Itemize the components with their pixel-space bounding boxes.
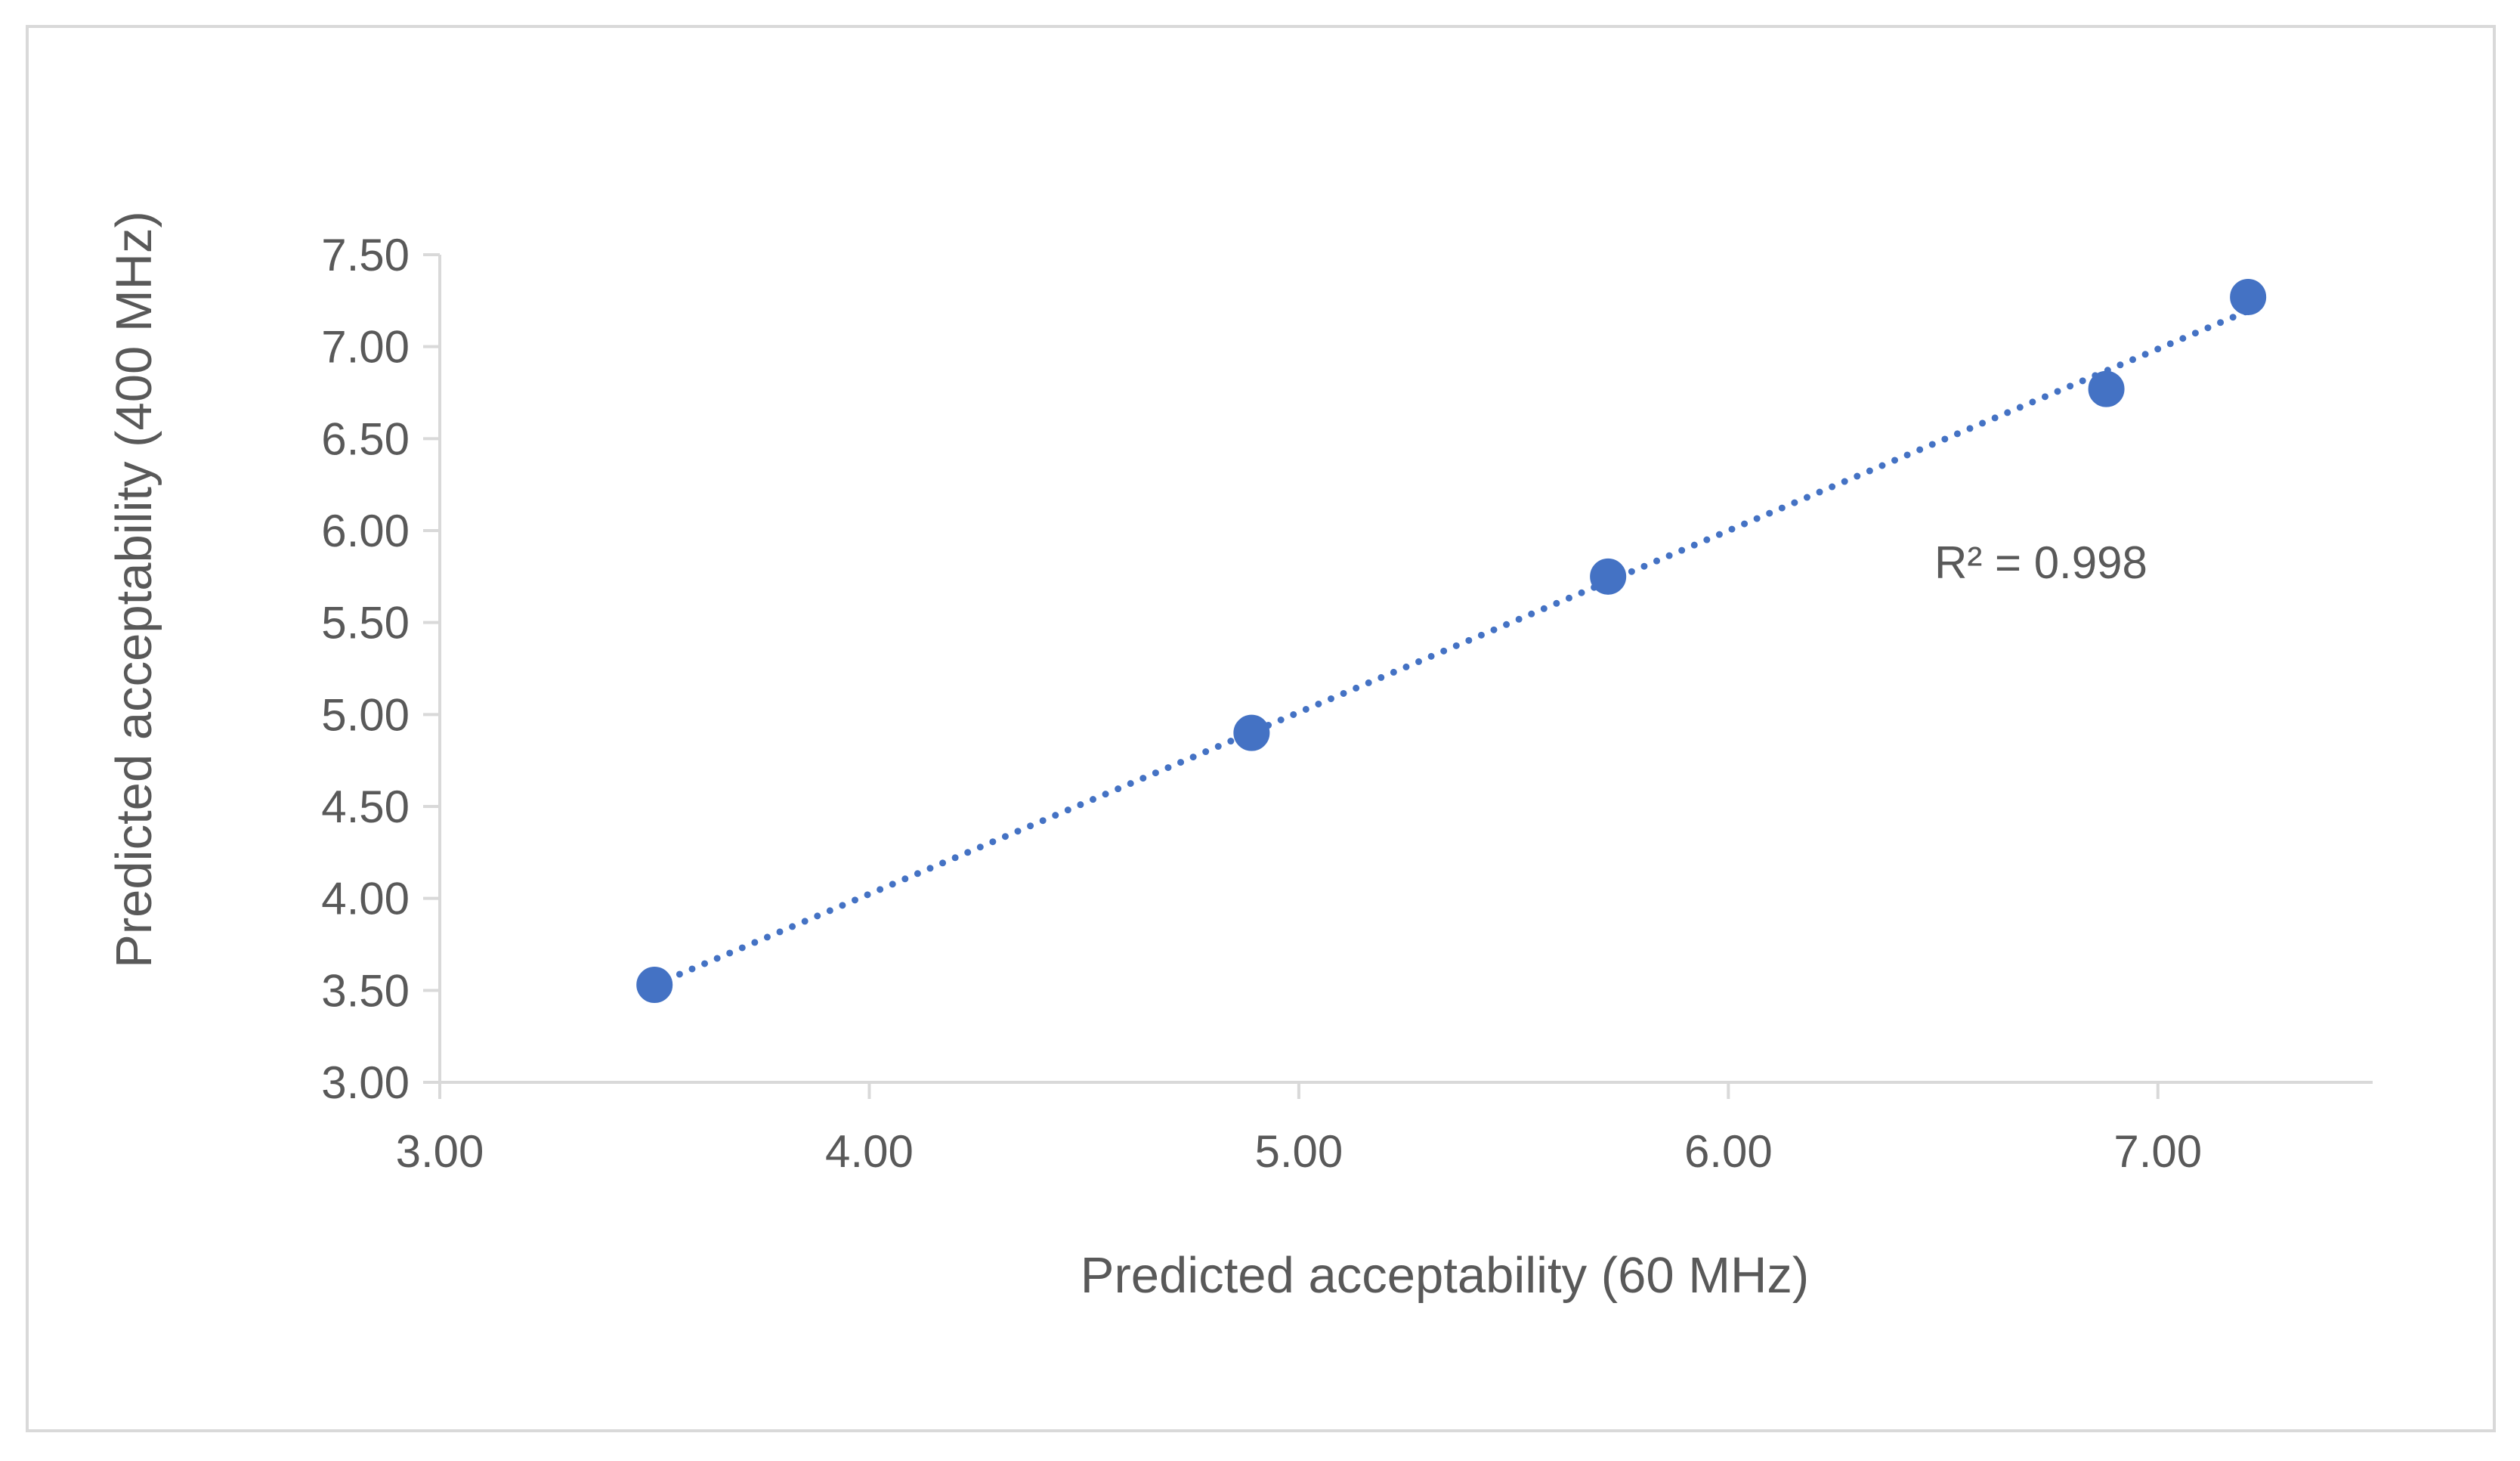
data-point [2230, 278, 2267, 315]
y-tick-label: 5.00 [321, 689, 410, 740]
data-point [636, 967, 673, 1004]
x-tick-label: 5.00 [1254, 1126, 1343, 1177]
trendline-path [651, 307, 2252, 989]
data-point [1590, 558, 1627, 595]
r-squared-label: R² = 0.998 [1934, 537, 2147, 588]
y-tick-label: 6.50 [321, 413, 410, 464]
x-tick-label: 4.00 [825, 1126, 914, 1177]
y-tick-label: 3.50 [321, 965, 410, 1016]
trendline [651, 307, 2252, 989]
y-tick-label: 3.00 [321, 1057, 410, 1108]
x-tick-label: 6.00 [1684, 1126, 1773, 1177]
y-tick-label: 5.50 [321, 598, 410, 648]
y-tick-label: 7.50 [321, 230, 410, 280]
y-tick-label: 4.50 [321, 782, 410, 832]
y-tick-label: 4.00 [321, 874, 410, 924]
x-axis-title: Predicted acceptability (60 MHz) [1081, 1247, 1809, 1304]
y-axis-title: Predicted acceptability (400 MHz) [106, 211, 162, 968]
data-point [2088, 370, 2125, 407]
y-axis: 3.00 3.50 4.00 4.50 5.00 5.50 6.00 6.50 7.00 7.50 [321, 230, 441, 1108]
x-tick-label: 3.00 [396, 1126, 484, 1177]
data-points [636, 278, 2267, 1004]
x-axis: 3.00 4.00 5.00 6.00 7.00 [396, 1081, 2373, 1177]
y-tick-label: 7.00 [321, 322, 410, 373]
x-tick-label: 7.00 [2113, 1126, 2202, 1177]
data-point [1233, 714, 1270, 751]
y-tick-label: 6.00 [321, 506, 410, 556]
